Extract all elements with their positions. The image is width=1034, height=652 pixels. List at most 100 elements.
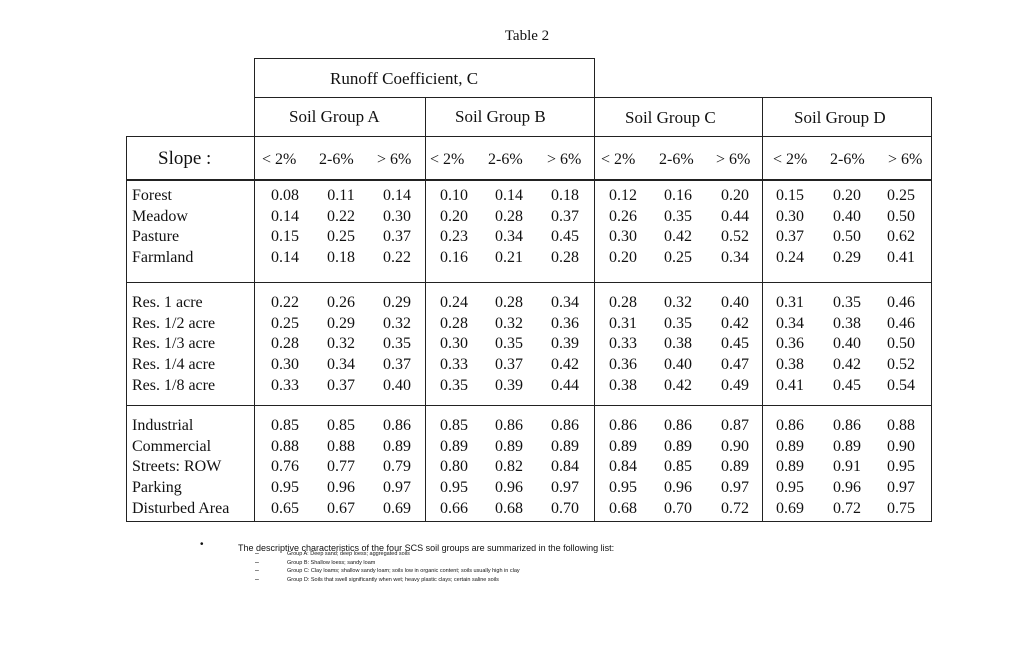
value-cell: 0.97 [887,479,915,497]
value-cell: 0.85 [440,417,468,434]
value-column: 0.26 0.29 0.32 0.34 0.37 [321,293,361,397]
value-cell: 0.96 [495,479,523,497]
value-cell: 0.89 [776,458,804,476]
value-cell: 0.85 [327,417,355,434]
value-column: 0.20 0.40 0.50 0.29 [827,186,867,269]
divider-a-b-body [425,136,426,522]
value-cell: 0.89 [383,437,411,455]
slope-header: 2-6% [488,151,523,168]
value-cell: 0.37 [383,356,411,374]
slope-header: > 6% [547,151,582,168]
value-cell: 0.37 [327,376,355,394]
row-label: Meadow [132,207,188,225]
value-cell: 0.29 [327,314,355,332]
value-cell: 0.35 [383,335,411,353]
value-cell: 0.10 [440,187,468,204]
value-cell: 0.32 [383,314,411,332]
value-cell: 0.32 [327,335,355,353]
value-cell: 0.35 [495,335,523,353]
value-column: 0.86 0.89 0.89 0.95 0.69 [770,416,810,520]
row-label: Res. 1 acre [132,294,203,311]
section-2-labels: Res. 1 acre Res. 1/2 acre Res. 1/3 acre … [132,293,215,397]
value-cell: 0.89 [609,437,637,455]
soil-group-d-header: Soil Group D [794,108,886,127]
value-cell: 0.14 [495,187,523,204]
section-rule-1 [126,282,931,283]
value-cell: 0.12 [609,187,637,204]
value-cell: 0.30 [383,207,411,225]
value-column: 0.85 0.88 0.77 0.96 0.67 [321,416,361,520]
value-cell: 0.24 [776,249,804,267]
table-bottom-border [126,521,931,522]
value-cell: 0.26 [609,207,637,225]
value-cell: 0.25 [887,187,915,204]
row-label: Parking [132,479,182,497]
value-column: 0.25 0.50 0.62 0.41 [881,186,921,269]
value-cell: 0.52 [721,228,749,246]
value-cell: 0.30 [440,335,468,353]
value-column: 0.46 0.46 0.50 0.52 0.54 [881,293,921,397]
row-label: Industrial [132,417,194,434]
value-cell: 0.70 [551,499,579,517]
note-dash: – [255,558,259,566]
value-cell: 0.18 [551,187,579,204]
row-label: Res. 1/4 acre [132,356,216,374]
value-cell: 0.36 [551,314,579,332]
value-cell: 0.65 [271,499,299,517]
value-cell: 0.38 [664,335,692,353]
note-dash: – [255,550,259,557]
slope-header: < 2% [430,151,465,168]
note-dash: – [255,567,259,574]
value-cell: 0.89 [833,437,861,455]
divider-c-d [762,97,763,522]
value-cell: 0.23 [440,228,468,246]
value-cell: 0.76 [271,458,299,476]
row-label: Farmland [132,249,194,267]
value-cell: 0.95 [440,479,468,497]
value-cell: 0.33 [440,356,468,374]
value-cell: 0.38 [776,356,804,374]
value-cell: 0.85 [271,417,299,434]
value-cell: 0.88 [327,437,355,455]
value-cell: 0.38 [833,314,861,332]
soil-group-c-header: Soil Group C [625,108,716,127]
value-column: 0.35 0.38 0.40 0.42 0.45 [827,293,867,397]
section-3-labels: Industrial Commercial Streets: ROW Parki… [132,416,229,520]
note-dash: – [255,575,259,583]
value-cell: 0.26 [327,294,355,311]
value-cell: 0.40 [833,335,861,353]
value-cell: 0.20 [833,187,861,204]
value-cell: 0.33 [271,376,299,394]
value-cell: 0.08 [271,187,299,204]
row-label: Res. 1/8 acre [132,376,216,394]
slope-header: 2-6% [659,151,694,168]
value-cell: 0.42 [664,228,692,246]
value-cell: 0.95 [609,479,637,497]
value-column: 0.16 0.35 0.42 0.25 [658,186,698,269]
value-cell: 0.30 [776,207,804,225]
value-cell: 0.33 [609,335,637,353]
value-column: 0.85 0.88 0.76 0.95 0.65 [265,416,305,520]
value-cell: 0.21 [495,249,523,267]
value-cell: 0.80 [440,458,468,476]
section-rule-2 [126,405,931,406]
value-cell: 0.89 [495,437,523,455]
value-column: 0.11 0.22 0.25 0.18 [321,186,361,269]
value-cell: 0.84 [551,458,579,476]
row-label: Res. 1/2 acre [132,314,216,332]
slope-header: > 6% [888,151,923,168]
value-column: 0.34 0.36 0.39 0.42 0.44 [545,293,585,397]
value-cell: 0.45 [551,228,579,246]
value-cell: 0.86 [551,417,579,434]
note-item: Group D: Soils that swell significantly … [287,576,499,583]
value-cell: 0.20 [721,187,749,204]
value-cell: 0.52 [887,356,915,374]
value-cell: 0.34 [495,228,523,246]
value-cell: 0.89 [440,437,468,455]
slope-rule [126,179,932,181]
row-label: Commercial [132,437,212,455]
value-cell: 0.36 [609,356,637,374]
value-cell: 0.89 [664,437,692,455]
value-cell: 0.25 [327,228,355,246]
value-cell: 0.20 [440,207,468,225]
